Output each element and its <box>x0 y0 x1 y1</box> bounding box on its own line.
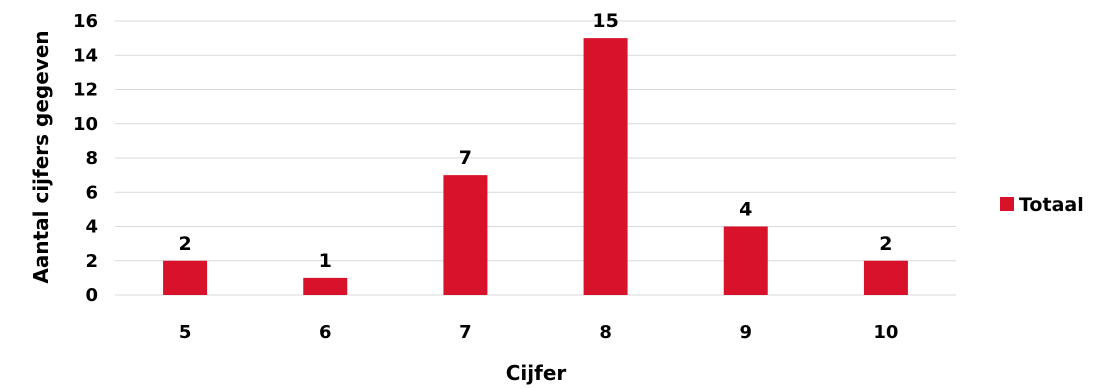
y-tick-label: 14 <box>73 45 98 66</box>
legend: Totaal <box>1000 194 1084 216</box>
y-tick-label: 12 <box>73 80 98 101</box>
x-tick-label-9: 9 <box>739 322 752 343</box>
legend-swatch <box>1000 197 1014 211</box>
bar-7 <box>443 175 488 295</box>
y-tick-label: 10 <box>73 114 98 135</box>
bar-8 <box>583 38 628 295</box>
data-label-8: 15 <box>592 10 618 32</box>
bar-10 <box>863 260 908 295</box>
legend-label-totaal: Totaal <box>1019 194 1084 216</box>
bar-5 <box>163 260 208 295</box>
y-tick-label: 8 <box>85 148 98 169</box>
x-tick-label-10: 10 <box>873 322 898 343</box>
data-label-10: 2 <box>879 233 892 255</box>
data-label-5: 2 <box>178 233 191 255</box>
x-axis-ticks: 5 6 7 8 9 10 <box>179 322 899 343</box>
data-labels: 2 1 7 15 4 2 <box>178 10 892 272</box>
y-tick-label: 6 <box>85 182 98 203</box>
y-tick-label: 4 <box>85 217 98 238</box>
x-axis-title: Cijfer <box>506 361 567 385</box>
gridlines <box>115 20 956 296</box>
x-tick-label-5: 5 <box>179 322 192 343</box>
data-label-6: 1 <box>319 250 332 272</box>
y-tick-label: 2 <box>85 251 98 272</box>
y-tick-label: 16 <box>73 11 98 32</box>
bars <box>163 38 908 295</box>
y-axis-ticks: 0 2 4 6 8 10 12 14 16 <box>73 11 98 306</box>
x-tick-label-7: 7 <box>459 322 472 343</box>
bar-6 <box>303 277 348 295</box>
x-tick-label-8: 8 <box>599 322 612 343</box>
y-axis-title: Aantal cijfers gegeven <box>29 30 53 283</box>
data-label-9: 4 <box>739 199 752 221</box>
data-label-7: 7 <box>459 147 472 169</box>
x-tick-label-6: 6 <box>319 322 332 343</box>
bar-9 <box>723 226 768 295</box>
y-tick-label: 0 <box>85 285 98 306</box>
